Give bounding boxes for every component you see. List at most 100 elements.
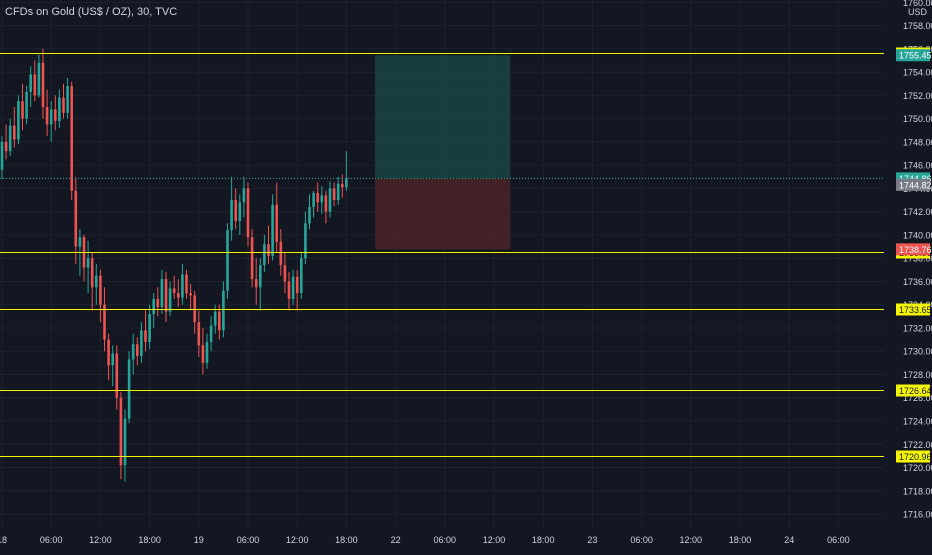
candle-body [304,223,307,259]
price-tick-label: 1722.00 [903,440,932,450]
candle-body [341,183,344,188]
time-tick-label: 06:00 [630,535,653,545]
candle-body [185,274,188,294]
time-tick-label: 18 [0,535,7,545]
price-tick-label: 1742.00 [903,207,932,217]
candle-body [152,298,155,315]
price-tick-label: 1740.00 [903,230,932,240]
target-zone [375,55,511,179]
level-price-label: 1726.64 [899,386,932,396]
candle-body [291,276,295,299]
level-price-label: 1720.96 [899,452,932,462]
candle-body [136,344,139,356]
candle-body [127,359,131,419]
candle-body [246,188,250,238]
level-price-tag [896,303,930,316]
stop-price-tag [896,243,930,256]
candle-body [99,275,102,305]
candle-body [0,141,4,170]
candle-body [119,397,123,466]
candle-body [275,204,278,242]
candle-body [13,125,16,140]
time-tick-label: 12:00 [89,535,112,545]
candle-body [197,322,201,346]
time-tick-label: 06:00 [434,535,457,545]
candle-body [66,86,69,113]
price-tick-label: 1738.00 [903,254,932,264]
candle-body [58,97,61,121]
currency-label: USD [908,7,928,17]
time-tick-label: 06:00 [237,535,260,545]
candle-body [332,188,336,201]
time-tick-label: 18:00 [729,535,752,545]
candle-body [320,195,324,203]
candle-body [336,183,340,201]
time-tick-label: 06:00 [40,535,63,545]
candle-body [41,62,45,107]
candle-body [308,207,311,224]
candle-body [33,74,37,96]
stop-zone [375,178,511,250]
candle-body [222,290,225,331]
price-tick-label: 1748.00 [903,137,932,147]
candle-body [345,178,348,188]
candle-body [140,330,143,356]
candle-body [54,109,57,121]
candle-body [218,311,221,331]
candle-body [238,202,242,221]
candle-body [213,311,217,326]
candle-body [8,125,12,152]
candle-body [193,295,196,323]
candle-body [17,101,20,140]
candle-body [300,258,303,294]
level-price-tag [896,450,930,463]
candle-body [123,418,127,466]
candle-body [37,62,41,96]
candle-body [283,265,287,282]
horizontal-levels[interactable] [0,0,885,528]
candle-body [49,109,53,125]
price-tick-label: 1724.00 [903,417,932,427]
candle-body [287,281,291,299]
candle-body [271,204,274,256]
time-tick-label: 12:00 [680,535,703,545]
candle-body [226,230,229,291]
price-tick-label: 1754.00 [903,68,932,78]
candle-body [230,200,233,231]
candle-body [148,314,151,342]
target-price-tag [896,49,930,62]
stop-price-label: 1738.76 [899,245,932,255]
candle-body [201,345,205,363]
time-tick-label: 22 [391,535,401,545]
candle-body [254,279,258,288]
long-position-tool[interactable] [375,55,511,250]
time-tick-label: 23 [587,535,597,545]
candles [0,48,348,482]
price-tick-label: 1718.00 [903,486,932,496]
candle-body [25,91,28,119]
price-axis-labels: 1755.651738.561733.651726.641720.961755.… [896,47,932,463]
candle-body [312,193,315,208]
candle-body [86,258,90,268]
time-tick-label: 12:00 [483,535,506,545]
price-tick-label: 1720.00 [903,463,932,473]
candle-body [316,193,319,203]
candle-body [209,325,213,342]
candle-body [177,293,180,298]
entry-price-label: 1744.82 [899,180,932,190]
time-tick-label: 12:00 [286,535,309,545]
target-price-label: 1755.45 [899,51,932,61]
time-tick-label: 18:00 [335,535,358,545]
price-tick-label: 1750.00 [903,114,932,124]
time-tick-label: 18:00 [532,535,555,545]
time-tick-label: 06:00 [827,535,850,545]
price-tick-label: 1752.00 [903,91,932,101]
candle-body [70,86,73,191]
candle-body [45,106,49,125]
price-tick-label: 1726.00 [903,393,932,403]
time-axis[interactable] [0,528,932,550]
candle-body [279,241,283,266]
candle-body [164,279,168,312]
